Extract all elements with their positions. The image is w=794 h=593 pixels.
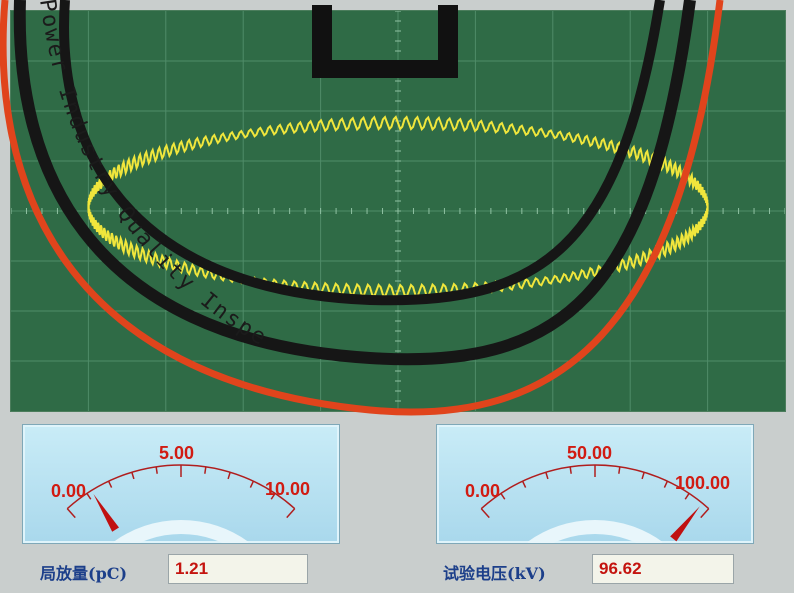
pd-meter: 0.00 5.00 10.00 xyxy=(22,424,340,544)
voltage-meter-scale-tick xyxy=(521,480,527,488)
pd-meter-scale-tick xyxy=(155,466,158,474)
voltage-meter-max-label: 100.00 xyxy=(675,473,731,493)
pd-meter-scale-tick xyxy=(204,466,207,474)
voltage-meter-scale-tick xyxy=(700,508,710,519)
pd-meter-scale-tick xyxy=(227,472,231,480)
voltage-meter-scale-tick xyxy=(684,492,690,500)
voltage-meter-scale-tick xyxy=(480,508,490,519)
pd-meter-dial xyxy=(66,464,296,543)
pd-label: 局放量(pC) xyxy=(40,564,128,583)
voltage-meter-dial-face xyxy=(527,520,663,543)
voltage-value-field: 96.62 xyxy=(592,554,734,584)
pd-meter-scale-tick xyxy=(86,492,92,500)
pd-meter-mid-label: 5.00 xyxy=(159,443,195,463)
voltage-meter-scale-tick xyxy=(641,472,645,480)
pd-meter-scale-tick xyxy=(131,472,135,480)
voltage-meter: 0.00 50.00 100.00 xyxy=(436,424,754,544)
pd-meter-scale-tick xyxy=(286,508,296,519)
voltage-meter-min-label: 0.00 xyxy=(465,481,501,501)
pd-meter-scale-tick xyxy=(107,480,113,488)
pd-meter-min-label: 0.00 xyxy=(51,481,87,501)
oscilloscope-graph xyxy=(11,11,785,411)
pd-meter-dial-face xyxy=(113,520,249,543)
pd-meter-max-label: 10.00 xyxy=(265,479,311,499)
voltage-meter-scale-tick xyxy=(663,480,669,488)
pd-meter-scale-tick xyxy=(249,480,255,488)
voltage-meter-scale-tick xyxy=(618,466,621,474)
scope-grid xyxy=(11,11,785,411)
voltage-label: 试验电压(kV) xyxy=(443,564,546,583)
voltage-meter-needle xyxy=(670,506,700,542)
pd-meter-scale-tick xyxy=(66,508,76,519)
voltage-meter-dial xyxy=(480,464,710,543)
voltage-meter-scale-tick xyxy=(569,466,572,474)
voltage-meter-mid-label: 50.00 xyxy=(567,443,613,463)
pd-meter-needle xyxy=(93,493,119,532)
pd-value-field: 1.21 xyxy=(168,554,308,584)
voltage-meter-scale-tick xyxy=(545,472,549,480)
pd-meter-scale-tick xyxy=(270,492,276,500)
voltage-meter-scale-tick xyxy=(500,492,506,500)
oscilloscope-display xyxy=(10,10,786,412)
